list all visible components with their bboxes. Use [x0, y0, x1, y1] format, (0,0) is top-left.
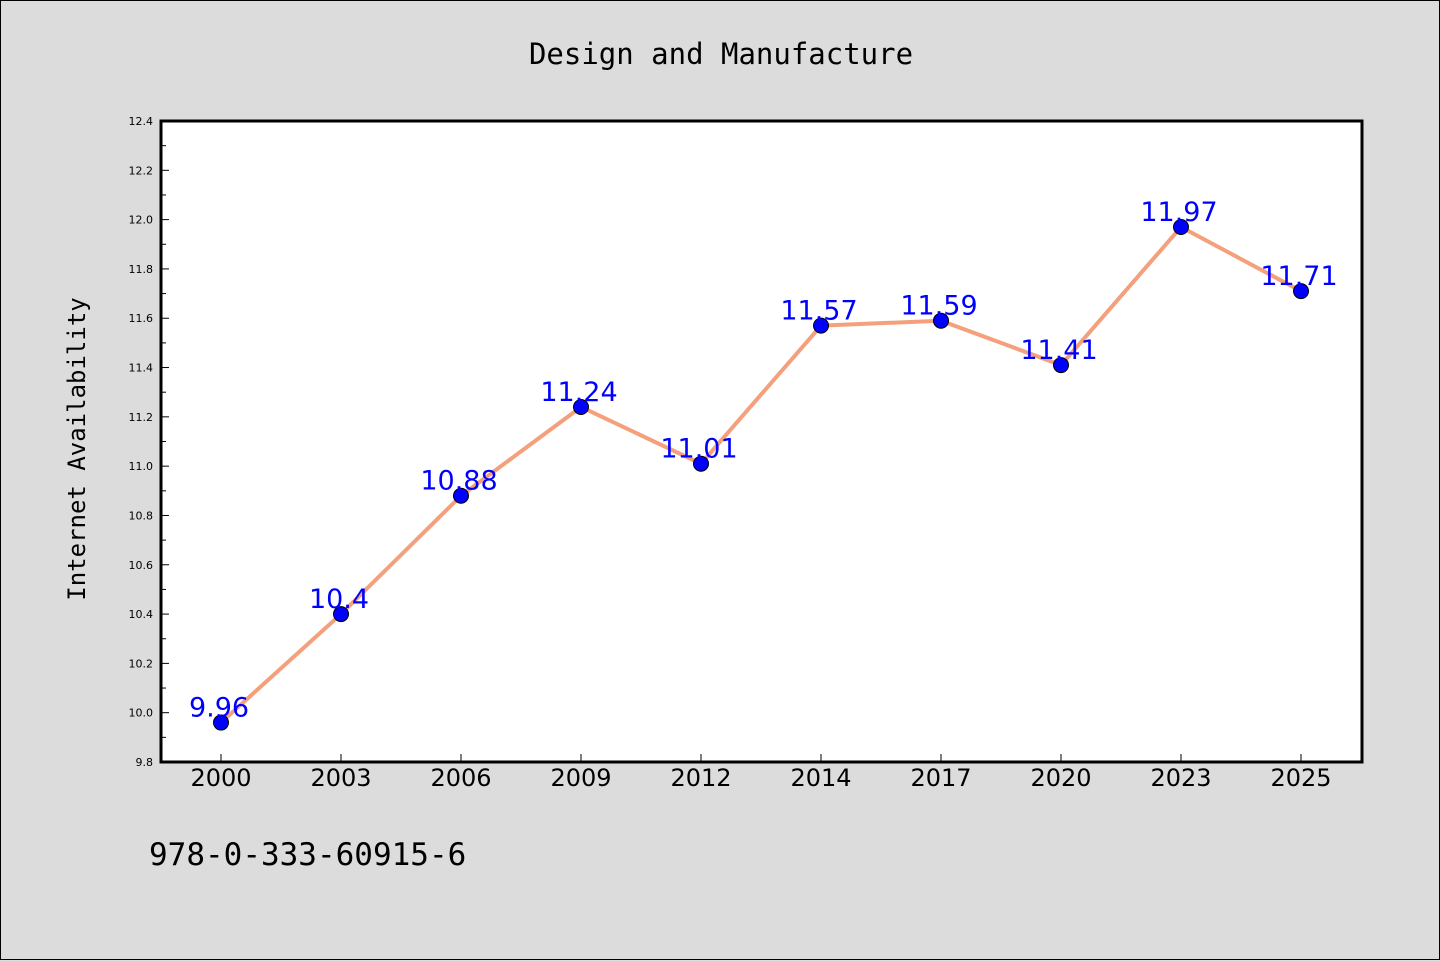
x-axis-ticks: 2000 2003 2006 2009 2012 2014 2017 2020 2023 2025: [190, 754, 1332, 792]
y-tick-label: 11.0: [129, 460, 154, 473]
y-tick-label: 10.0: [129, 707, 154, 720]
x-tick-label: 2014: [790, 764, 851, 792]
y-axis-ticks: 9.8 10.0 10.2 10.4 10.6 10.8 11.0 11.2 11.4 11.6 1…: [129, 115, 169, 769]
isbn-footnote: 978-0-333-60915-6: [149, 837, 466, 873]
data-point: [693, 455, 709, 472]
x-tick-label: 2017: [910, 764, 971, 792]
x-tick-label: 2000: [190, 764, 251, 792]
y-tick-label: 11.8: [129, 263, 154, 276]
y-tick-label: 11.6: [129, 312, 154, 325]
series-line: [219, 225, 1302, 725]
y-tick-label: 10.6: [129, 559, 154, 572]
data-point: [573, 398, 589, 415]
data-label: 10.4: [309, 584, 369, 615]
data-point: [213, 714, 229, 731]
y-tick-label: 12.0: [129, 214, 154, 227]
y-tick-label: 9.8: [136, 756, 154, 769]
data-label: 11.71: [1260, 261, 1337, 292]
data-label: 11.24: [540, 377, 617, 408]
data-label: 11.57: [780, 296, 857, 327]
y-tick-label: 10.8: [129, 509, 154, 522]
x-tick-label: 2023: [1150, 764, 1211, 792]
chart-title: Design and Manufacture: [529, 37, 913, 71]
y-tick-label: 11.4: [129, 362, 154, 375]
x-tick-label: 2006: [430, 764, 491, 792]
data-label: 11.59: [900, 291, 977, 322]
x-tick-label: 2003: [310, 764, 371, 792]
x-tick-label: 2012: [670, 764, 731, 792]
y-tick-label: 10.2: [129, 657, 154, 670]
data-point: [1293, 283, 1309, 300]
data-point: [1173, 219, 1189, 236]
y-tick-label: 11.2: [129, 411, 154, 424]
data-points: [213, 219, 1309, 731]
y-tick-label: 12.4: [129, 115, 154, 128]
data-label: 10.88: [420, 466, 497, 497]
data-point: [453, 487, 469, 504]
data-label: 11.97: [1140, 197, 1217, 228]
data-label: 9.96: [189, 693, 249, 724]
series-line-group: [219, 225, 1302, 725]
x-tick-label: 2025: [1270, 764, 1331, 792]
y-tick-label: 10.4: [129, 608, 154, 621]
x-tick-label: 2020: [1030, 764, 1091, 792]
x-tick-label: 2009: [550, 764, 611, 792]
y-axis-label: Internet Availability: [63, 297, 91, 600]
y-tick-label: 12.2: [129, 164, 154, 177]
data-labels: 9.96 10.4 10.88 11.24 11.01 11.57 11.59 11.41 11…: [189, 197, 1338, 724]
data-point: [813, 317, 829, 334]
data-point: [1053, 357, 1069, 374]
data-point: [333, 606, 349, 623]
data-point: [933, 312, 949, 329]
data-label: 11.01: [660, 434, 737, 465]
data-label: 11.41: [1020, 335, 1097, 366]
plot-area: [159, 119, 1364, 764]
